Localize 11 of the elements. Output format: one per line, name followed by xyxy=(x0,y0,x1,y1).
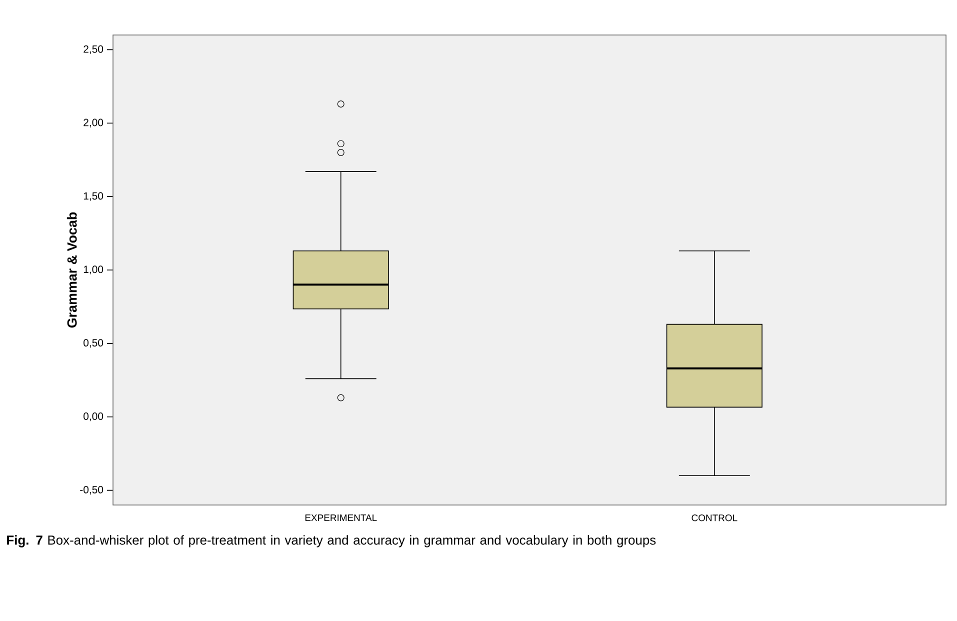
y-tick-label: 1,50 xyxy=(84,192,104,201)
y-tick-label: 0,00 xyxy=(84,412,104,422)
y-axis-title: Grammar & Vocab xyxy=(66,212,77,328)
y-tick-label: 2,50 xyxy=(84,45,104,54)
x-tick-label: EXPERIMENTAL xyxy=(305,514,377,522)
y-tick-label: 2,00 xyxy=(84,118,104,128)
x-tick-label: CONTROL xyxy=(692,514,738,522)
y-tick-label: -0,50 xyxy=(80,486,104,495)
text: Fig. 7 Box-and-whisker plot of pre-treatment in variety and accuracy in grammar and vocabulary in both groups xyxy=(7,535,656,548)
y-tick-label: 1,00 xyxy=(84,266,104,274)
y-tick-label: 0,50 xyxy=(84,339,104,348)
